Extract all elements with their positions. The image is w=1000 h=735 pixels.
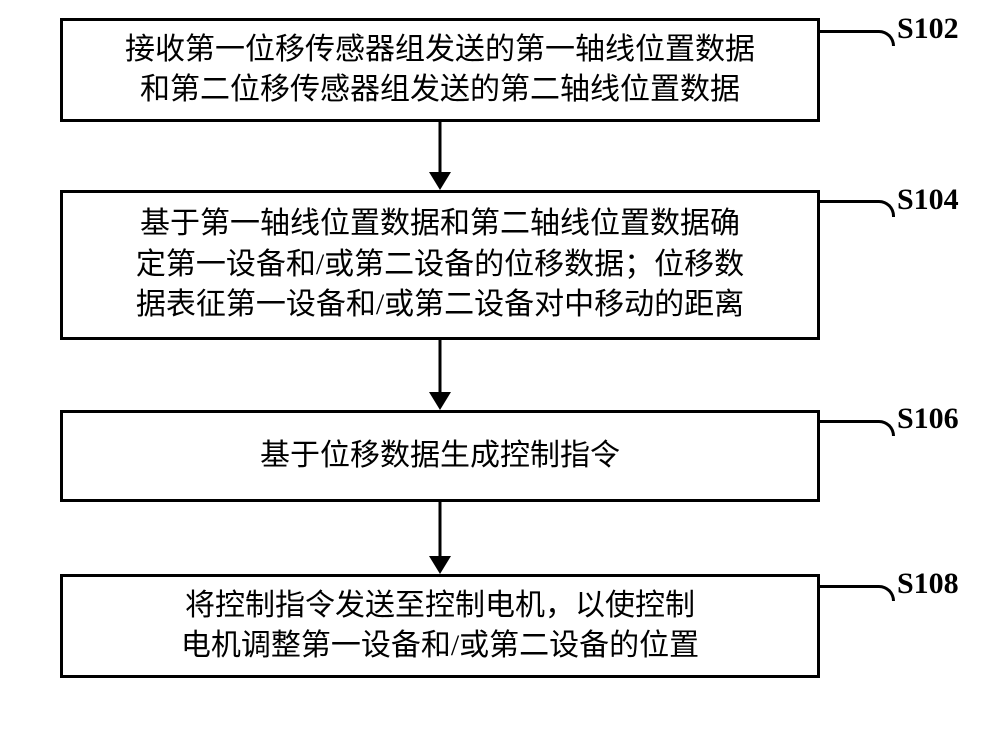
step-label-s108: S108 — [897, 567, 959, 601]
flow-node-text: 接收第一位移传感器组发送的第一轴线位置数据 和第二位移传感器组发送的第二轴线位置… — [125, 30, 755, 111]
flow-node-n4: 将控制指令发送至控制电机，以使控制 电机调整第一设备和/或第二设备的位置 — [60, 574, 820, 678]
flow-node-n2: 基于第一轴线位置数据和第二轴线位置数据确 定第一设备和/或第二设备的位移数据；位… — [60, 190, 820, 340]
flow-node-text: 将控制指令发送至控制电机，以使控制 电机调整第一设备和/或第二设备的位置 — [181, 586, 699, 667]
step-label-s104: S104 — [897, 183, 959, 217]
flow-node-n3: 基于位移数据生成控制指令 — [60, 410, 820, 502]
flow-node-text: 基于第一轴线位置数据和第二轴线位置数据确 定第一设备和/或第二设备的位移数据；位… — [136, 204, 744, 326]
flow-node-text: 基于位移数据生成控制指令 — [260, 436, 620, 477]
arrowhead-icon — [429, 556, 451, 574]
label-connector — [820, 200, 895, 217]
step-label-s102: S102 — [897, 12, 959, 46]
label-connector — [820, 420, 895, 436]
flow-node-n1: 接收第一位移传感器组发送的第一轴线位置数据 和第二位移传感器组发送的第二轴线位置… — [60, 18, 820, 122]
arrowhead-icon — [429, 392, 451, 410]
label-connector — [820, 30, 895, 46]
step-label-s106: S106 — [897, 402, 959, 436]
label-connector — [820, 585, 895, 601]
flowchart-canvas: 接收第一位移传感器组发送的第一轴线位置数据 和第二位移传感器组发送的第二轴线位置… — [0, 0, 1000, 735]
arrowhead-icon — [429, 172, 451, 190]
